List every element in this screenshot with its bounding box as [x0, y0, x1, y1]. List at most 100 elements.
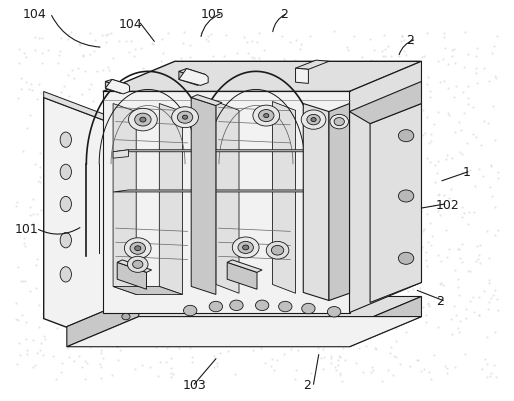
Point: [224, 348, 232, 354]
Point: [52, 376, 60, 382]
Polygon shape: [117, 263, 146, 290]
Point: [243, 39, 251, 46]
Point: [68, 126, 77, 132]
Polygon shape: [113, 287, 182, 295]
Point: [407, 250, 415, 256]
Circle shape: [271, 246, 284, 255]
Point: [304, 240, 313, 246]
Point: [26, 113, 34, 119]
Point: [287, 181, 296, 187]
Point: [470, 209, 479, 216]
Point: [12, 300, 21, 306]
Point: [388, 89, 396, 96]
Point: [339, 345, 347, 351]
Point: [426, 159, 434, 166]
Point: [198, 165, 207, 171]
Point: [177, 56, 185, 63]
Point: [145, 105, 154, 112]
Point: [112, 203, 120, 209]
Point: [350, 252, 358, 258]
Circle shape: [259, 110, 274, 122]
Point: [238, 211, 247, 217]
Point: [232, 276, 240, 282]
Point: [175, 345, 183, 352]
Circle shape: [398, 253, 414, 265]
Point: [371, 78, 379, 84]
Point: [58, 282, 66, 289]
Point: [214, 168, 222, 174]
Point: [483, 334, 491, 340]
Point: [102, 32, 110, 38]
Circle shape: [266, 242, 289, 259]
Point: [441, 363, 449, 369]
Point: [249, 347, 257, 353]
Point: [109, 156, 117, 162]
Point: [132, 366, 140, 372]
Point: [475, 166, 483, 172]
Point: [151, 88, 159, 95]
Point: [438, 282, 447, 289]
Point: [227, 184, 235, 191]
Point: [237, 214, 245, 220]
Point: [283, 223, 291, 229]
Point: [457, 259, 466, 266]
Point: [114, 265, 122, 271]
Point: [191, 315, 199, 321]
Point: [328, 249, 336, 255]
Point: [267, 363, 276, 369]
Point: [392, 141, 400, 148]
Point: [445, 205, 453, 212]
Point: [125, 256, 134, 263]
Point: [472, 258, 480, 264]
Point: [337, 196, 345, 202]
Point: [318, 72, 326, 78]
Point: [66, 222, 75, 228]
Point: [338, 378, 346, 384]
Point: [177, 262, 186, 269]
Point: [59, 105, 67, 111]
Point: [334, 363, 342, 369]
Point: [86, 82, 95, 88]
Point: [423, 155, 431, 162]
Point: [195, 266, 204, 272]
Point: [339, 338, 347, 344]
Point: [241, 162, 249, 168]
Point: [422, 257, 430, 263]
Point: [201, 292, 210, 298]
Point: [462, 306, 470, 312]
Point: [231, 140, 239, 146]
Point: [179, 115, 187, 121]
Point: [280, 217, 288, 223]
Point: [279, 263, 287, 270]
Point: [234, 75, 243, 81]
Point: [105, 67, 114, 73]
Point: [154, 373, 162, 379]
Point: [223, 78, 231, 84]
Point: [111, 192, 119, 198]
Point: [425, 303, 433, 309]
Point: [151, 334, 159, 341]
Point: [419, 107, 428, 114]
Point: [109, 55, 117, 62]
Point: [15, 60, 23, 67]
Point: [36, 180, 44, 186]
Point: [389, 140, 397, 146]
Point: [78, 272, 86, 278]
Point: [92, 157, 100, 163]
Point: [357, 334, 365, 340]
Point: [489, 292, 498, 298]
Point: [392, 325, 400, 332]
Point: [157, 257, 165, 263]
Point: [225, 286, 233, 292]
Point: [362, 117, 370, 123]
Text: 2: 2: [280, 8, 288, 20]
Point: [386, 349, 394, 356]
Point: [437, 258, 445, 265]
Point: [237, 302, 245, 308]
Point: [86, 30, 94, 37]
Point: [294, 224, 302, 230]
Point: [461, 29, 469, 36]
Point: [85, 217, 93, 223]
Point: [293, 346, 302, 353]
Point: [443, 152, 451, 159]
